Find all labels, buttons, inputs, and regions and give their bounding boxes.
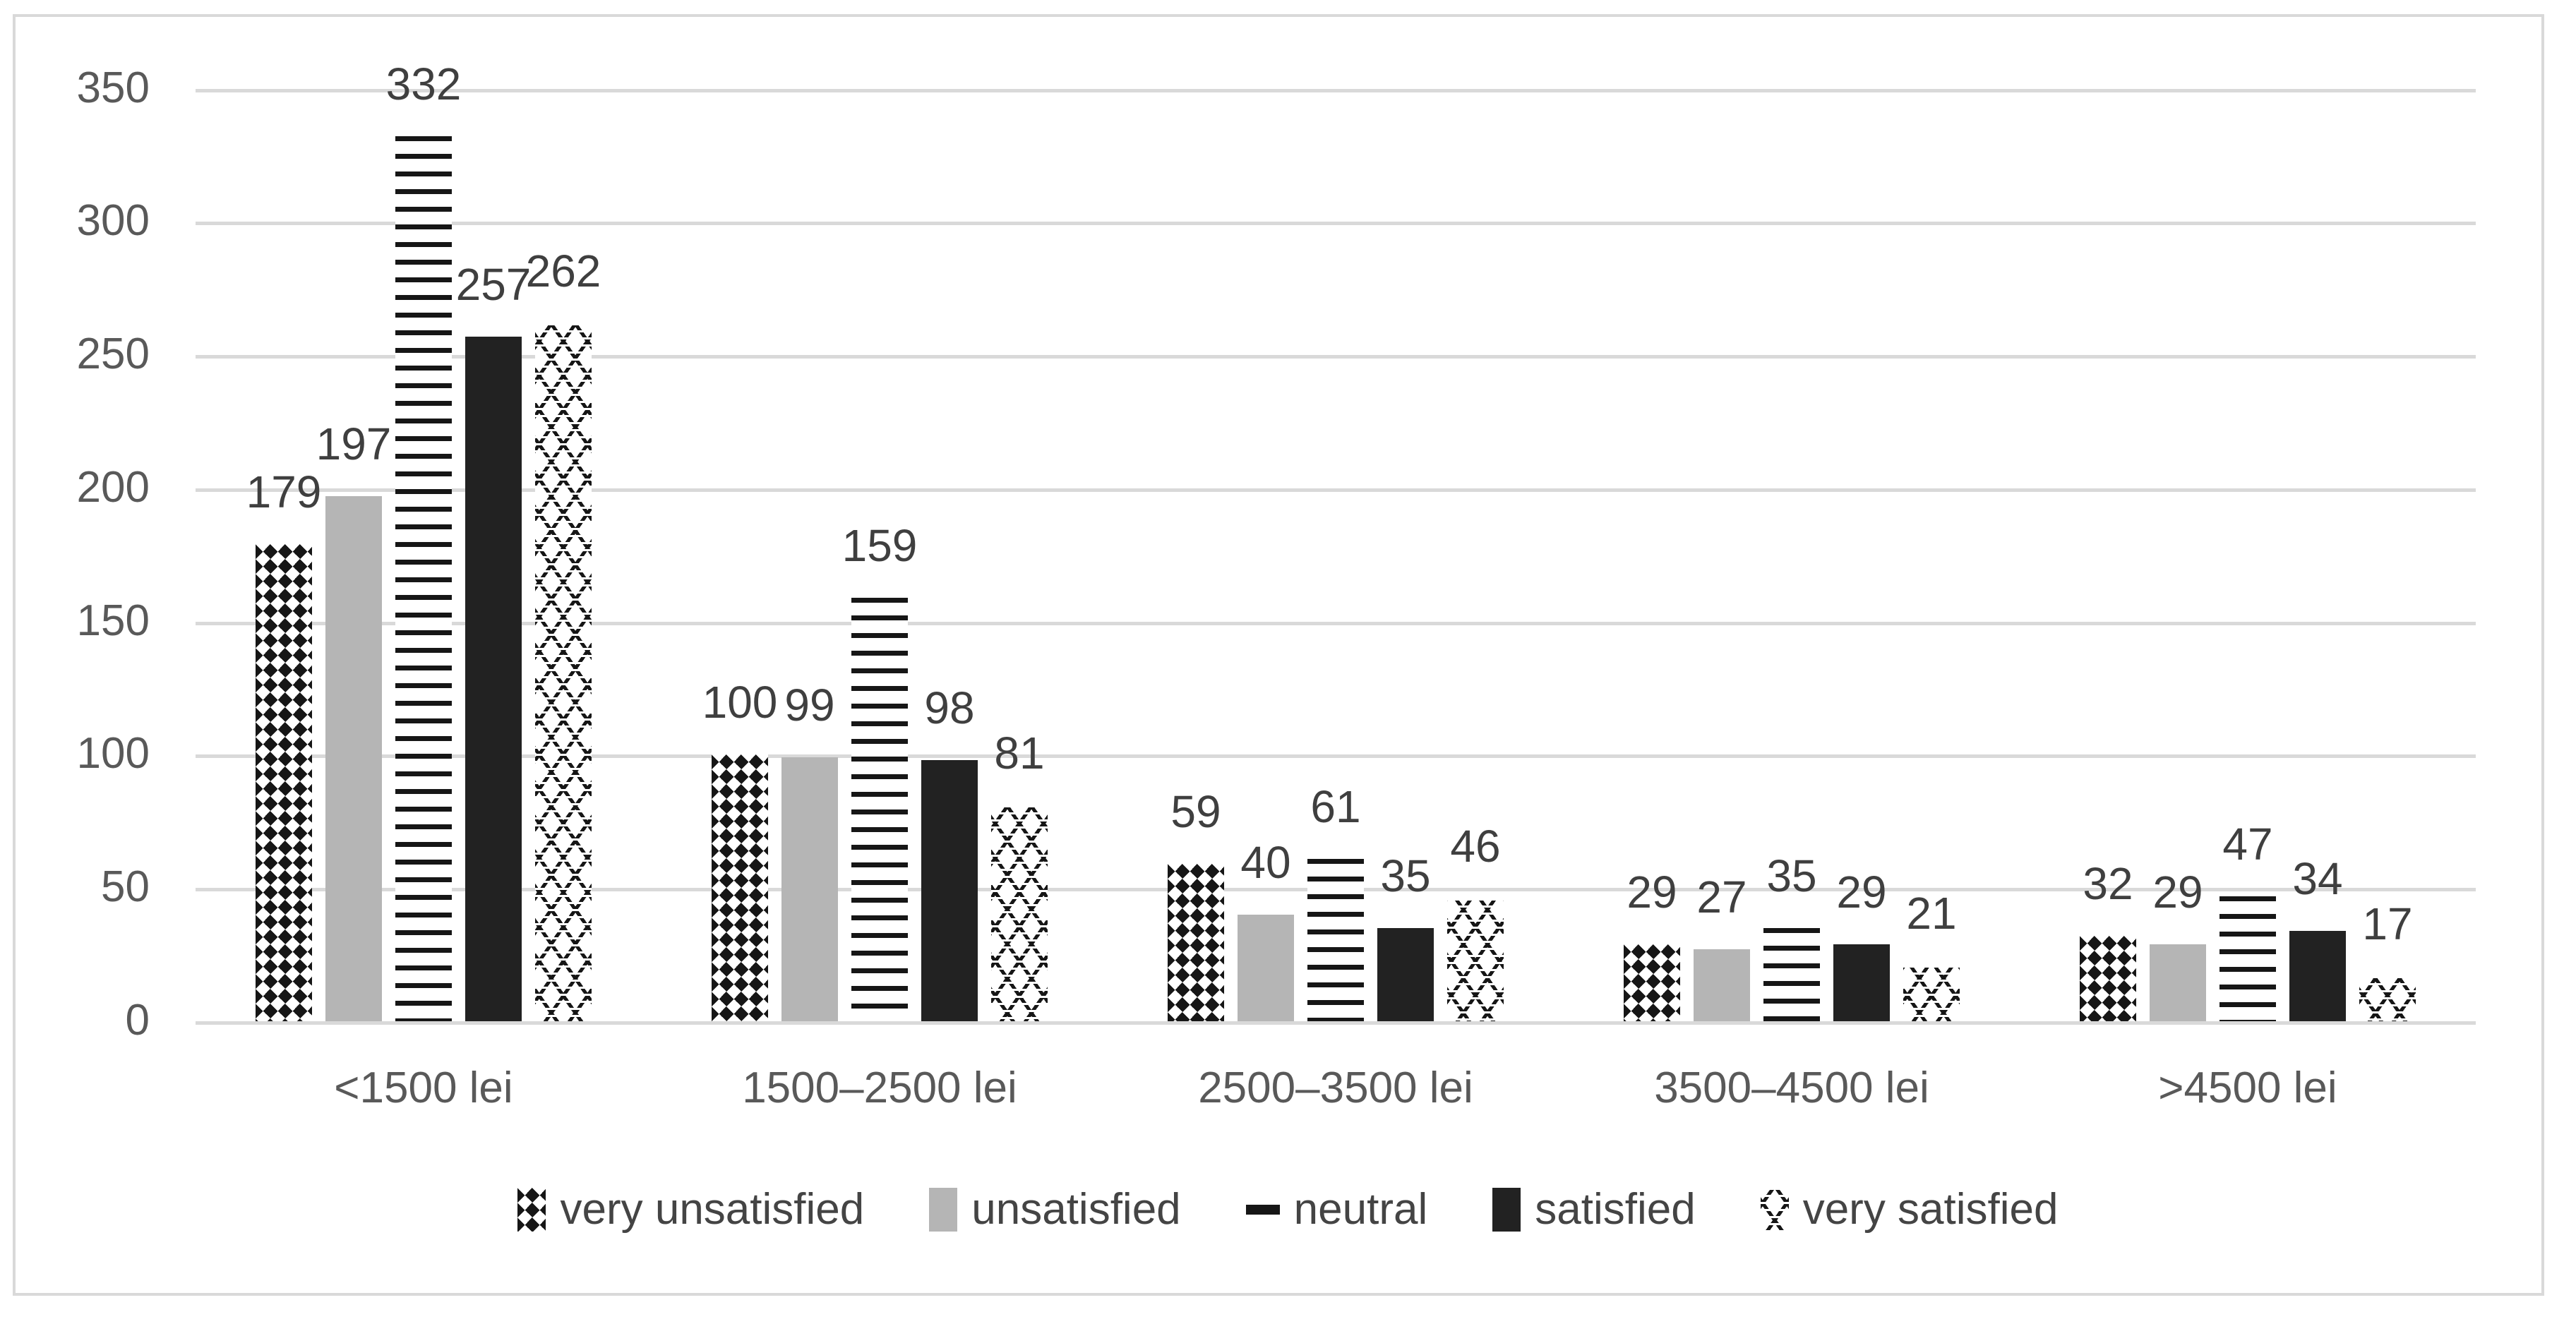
y-axis-tick-label: 200 <box>76 463 150 512</box>
legend-item-neutral: neutral <box>1245 1185 1428 1234</box>
gridline-200 <box>196 488 2476 492</box>
category-label: <1500 lei <box>334 1064 513 1112</box>
y-axis-tick-label: 150 <box>76 596 150 645</box>
legend-swatch-unsatisfied-icon <box>929 1188 958 1232</box>
legend-label: neutral <box>1293 1185 1428 1234</box>
legend-label: very satisfied <box>1802 1185 2059 1234</box>
bar-satisfied <box>2289 931 2346 1021</box>
y-axis-tick-label: 350 <box>76 64 150 112</box>
value-label-unsatisfied: 197 <box>316 419 392 469</box>
bar-neutral <box>395 136 452 1021</box>
bar-unsatisfied <box>2150 944 2206 1021</box>
value-label-very-satisfied: 21 <box>1906 888 1957 939</box>
value-label-neutral: 47 <box>2222 819 2273 869</box>
legend-swatch-very-unsatisfied-icon <box>517 1188 546 1232</box>
value-label-neutral: 35 <box>1766 850 1817 901</box>
gridline-300 <box>196 222 2476 225</box>
gridline-150 <box>196 622 2476 625</box>
bar-very-unsatisfied <box>1168 864 1224 1021</box>
value-label-neutral: 61 <box>1310 781 1361 832</box>
value-label-unsatisfied: 40 <box>1240 837 1291 888</box>
value-label-unsatisfied: 99 <box>784 680 835 730</box>
bar-very-unsatisfied <box>1624 944 1680 1021</box>
legend: very unsatisfied unsatisfied neutral satisf… <box>0 1180 2576 1239</box>
y-axis-tick-label: 0 <box>125 996 150 1045</box>
category-label: >4500 lei <box>2158 1064 2337 1112</box>
bar-unsatisfied <box>1694 949 1750 1021</box>
bar-satisfied <box>465 337 522 1021</box>
category-label: 2500–3500 lei <box>1198 1064 1473 1112</box>
value-label-very-satisfied: 17 <box>2362 898 2413 949</box>
value-label-satisfied: 34 <box>2292 853 2343 904</box>
value-label-unsatisfied: 29 <box>2152 867 2203 917</box>
category-label: 1500–2500 lei <box>742 1064 1017 1112</box>
gridline-250 <box>196 355 2476 359</box>
y-axis-tick-label: 300 <box>76 196 150 245</box>
bar-neutral <box>2219 896 2276 1021</box>
legend-label: satisfied <box>1535 1185 1696 1234</box>
value-label-very-unsatisfied: 100 <box>702 677 778 728</box>
legend-label: unsatisfied <box>971 1185 1181 1234</box>
legend-swatch-neutral-icon <box>1245 1205 1280 1215</box>
gridline-350 <box>196 89 2476 92</box>
legend-swatch-very-satisfied-icon <box>1760 1188 1789 1232</box>
bar-very-satisfied <box>2359 976 2416 1021</box>
bar-neutral <box>1307 859 1364 1021</box>
bar-very-unsatisfied <box>712 754 768 1021</box>
value-label-very-satisfied: 262 <box>525 246 601 296</box>
value-label-very-satisfied: 81 <box>994 728 1045 778</box>
value-label-neutral: 159 <box>841 520 918 571</box>
value-label-very-satisfied: 46 <box>1450 821 1501 872</box>
value-label-satisfied: 98 <box>924 682 975 733</box>
legend-swatch-satisfied-icon <box>1492 1188 1521 1232</box>
legend-item-very-unsatisfied: very unsatisfied <box>517 1185 864 1234</box>
bar-unsatisfied <box>325 496 382 1021</box>
bar-neutral <box>1763 928 1820 1021</box>
gridline-100 <box>196 754 2476 758</box>
value-label-very-unsatisfied: 59 <box>1170 786 1221 837</box>
value-label-satisfied: 257 <box>455 259 532 310</box>
value-label-satisfied: 35 <box>1380 850 1431 901</box>
bar-neutral <box>851 598 908 1021</box>
value-label-neutral: 332 <box>385 59 462 109</box>
bar-very-satisfied <box>535 323 592 1021</box>
bar-unsatisfied <box>1238 915 1294 1021</box>
bar-unsatisfied <box>781 757 838 1021</box>
y-axis-tick-label: 100 <box>76 729 150 778</box>
y-axis-tick-label: 50 <box>101 862 150 911</box>
value-label-satisfied: 29 <box>1836 867 1887 917</box>
bar-very-satisfied <box>1447 898 1504 1021</box>
bar-very-satisfied <box>991 805 1048 1021</box>
value-label-unsatisfied: 27 <box>1696 872 1747 922</box>
y-axis-tick-label: 250 <box>76 330 150 378</box>
legend-label: very unsatisfied <box>560 1185 865 1234</box>
value-label-very-unsatisfied: 32 <box>2083 858 2133 909</box>
bar-very-unsatisfied <box>2080 936 2136 1021</box>
value-label-very-unsatisfied: 29 <box>1627 867 1677 917</box>
category-label: 3500–4500 lei <box>1654 1064 1929 1112</box>
bar-satisfied <box>921 760 978 1021</box>
bar-satisfied <box>1833 944 1890 1021</box>
bar-satisfied <box>1377 928 1434 1021</box>
bar-very-satisfied <box>1903 965 1960 1021</box>
gridline-0 <box>196 1021 2476 1025</box>
legend-item-very-satisfied: very satisfied <box>1760 1185 2059 1234</box>
legend-item-satisfied: satisfied <box>1492 1185 1696 1234</box>
legend-item-unsatisfied: unsatisfied <box>929 1185 1181 1234</box>
bar-very-unsatisfied <box>256 544 312 1021</box>
value-label-very-unsatisfied: 179 <box>246 467 322 517</box>
